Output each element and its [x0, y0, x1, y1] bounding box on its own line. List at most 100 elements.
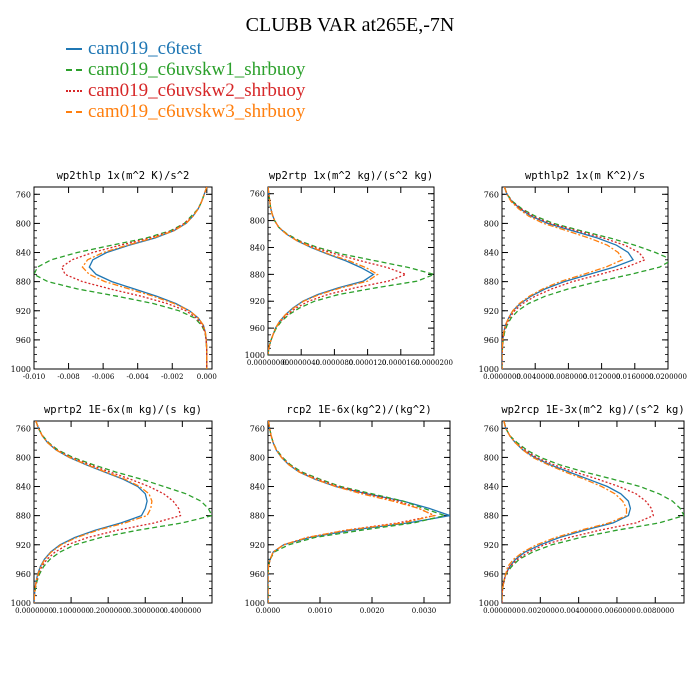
legend-item: cam019_c6uvskw1_shrbuoy	[66, 59, 305, 80]
legend-label: cam019_c6uvskw1_shrbuoy	[88, 58, 306, 80]
y-tick-label: 760	[16, 190, 31, 199]
series-line	[268, 421, 448, 603]
chart-panel: wp2rcp 1E-3x(m^2 kg)/(s^2 kg)760 800 840 88…	[479, 404, 685, 615]
panel-title: wp2rcp 1E-3x(m^2 kg)/(s^2 kg)	[501, 404, 684, 416]
series-line	[268, 187, 408, 355]
x-tick-label: 0.0200000	[649, 373, 687, 381]
y-tick-label: 960	[16, 570, 31, 579]
y-tick-label: 800	[16, 219, 31, 228]
x-tick-label: 0.0000000	[483, 607, 521, 615]
x-tick-label: 0.0000120	[349, 359, 387, 367]
x-tick-label: 0.0000160	[382, 359, 420, 367]
panel-title: rcp2 1E-6x(kg^2)/(kg^2)	[286, 404, 431, 416]
chart-panel: wp2thlp 1x(m^2 K)/s^2 760 800 840 880 920 960 1…	[11, 170, 217, 381]
plot-frame	[33, 420, 213, 604]
series-line	[34, 421, 148, 603]
x-tick-label: 0.000	[197, 373, 217, 381]
x-tick-label: 0.0080000	[549, 373, 587, 381]
x-tick-label: 0.0120000	[583, 373, 621, 381]
y-tick-label: 800	[250, 217, 265, 226]
series-line	[268, 421, 437, 603]
x-tick-label: 0.2000000	[89, 607, 127, 615]
legend-swatch	[66, 68, 82, 71]
y-tick-label: 840	[16, 483, 31, 492]
x-tick-label: 0.3000000	[126, 607, 164, 615]
y-tick-label: 840	[484, 483, 499, 492]
series-line	[268, 421, 437, 603]
panel-title: wpthlp2 1x(m K^2)/s	[525, 170, 645, 182]
y-tick-label: 960	[16, 336, 31, 345]
x-tick-label: 0.00000000	[247, 359, 289, 367]
y-tick-label: 920	[250, 297, 265, 306]
x-tick-label: -0.002	[161, 373, 183, 381]
y-tick-label: 920	[484, 541, 499, 550]
legend-swatch	[66, 89, 82, 92]
x-tick-label: -0.010	[23, 373, 45, 381]
x-tick-label: -0.004	[126, 373, 149, 381]
y-tick-label: 880	[16, 512, 31, 521]
x-tick-label: 0.0020000	[521, 607, 559, 615]
x-tick-label: -0.008	[57, 373, 79, 381]
y-tick-label: 800	[16, 453, 31, 462]
series-line	[268, 421, 450, 603]
legend-swatch	[66, 47, 82, 50]
panel-title: wp2thlp 1x(m^2 K)/s^2	[57, 170, 190, 182]
series-line	[502, 187, 624, 369]
legend-label: cam019_c6uvskw2_shrbuoy	[88, 79, 306, 101]
series-line	[268, 187, 375, 355]
chart-panel: rcp2 1E-6x(kg^2)/(kg^2) 760 800 840 880 920 96…	[245, 404, 451, 615]
panel-title: wp2rtp 1x(m^2 kg)/(s^2 kg)	[269, 170, 433, 182]
y-tick-label: 880	[250, 270, 265, 279]
y-tick-label: 1000	[245, 351, 265, 360]
y-tick-label: 920	[484, 307, 499, 316]
y-tick-label: 920	[16, 541, 31, 550]
legend-item: cam019_c6uvskw3_shrbuoy	[66, 101, 305, 122]
series-line	[502, 421, 655, 603]
y-tick-label: 760	[484, 424, 499, 433]
series-line	[502, 421, 628, 603]
chart-panel: wp2rtp 1x(m^2 kg)/(s^2 kg) 760 800 840 880 92…	[245, 170, 453, 367]
y-tick-label: 960	[484, 570, 499, 579]
series-line	[502, 421, 684, 603]
y-tick-label: 1000	[11, 599, 31, 608]
series-line	[34, 421, 212, 603]
x-tick-label: 0.0030	[412, 607, 437, 615]
y-tick-label: 1000	[479, 365, 499, 374]
y-tick-label: 880	[484, 278, 499, 287]
series-line	[268, 187, 434, 355]
y-tick-label: 960	[250, 570, 265, 579]
x-tick-label: 0.0160000	[616, 373, 654, 381]
panel-title: wprtp2 1E-6x(m kg)/(s kg)	[44, 404, 202, 416]
x-tick-label: 0.0000040	[282, 359, 320, 367]
x-tick-label: 0.0080000	[636, 607, 674, 615]
y-tick-label: 1000	[245, 599, 265, 608]
x-tick-label: 0.0010	[308, 607, 333, 615]
y-tick-label: 920	[16, 307, 31, 316]
y-tick-label: 760	[484, 190, 499, 199]
series-line	[60, 187, 208, 369]
y-tick-label: 840	[250, 483, 265, 492]
y-tick-label: 1000	[479, 599, 499, 608]
x-tick-label: -0.006	[92, 373, 115, 381]
x-tick-label: 0.1000000	[52, 607, 90, 615]
series-line	[502, 187, 646, 369]
series-line	[34, 421, 153, 603]
plot-frame	[501, 186, 669, 370]
series-line	[81, 187, 208, 369]
legend-label: cam019_c6uvskw3_shrbuoy	[88, 100, 306, 122]
figure-title: CLUBB VAR at265E,-7N	[245, 14, 455, 36]
y-tick-label: 800	[484, 453, 499, 462]
y-tick-label: 800	[484, 219, 499, 228]
y-tick-label: 880	[16, 278, 31, 287]
x-tick-label: 0.0020	[360, 607, 385, 615]
y-tick-label: 760	[250, 424, 265, 433]
series-line	[88, 187, 208, 369]
y-tick-label: 840	[250, 243, 265, 252]
y-tick-label: 960	[250, 324, 265, 333]
legend: cam019_c6test cam019_c6uvskw1_shrbuoy ca…	[66, 38, 305, 122]
y-tick-label: 880	[484, 512, 499, 521]
series-line	[502, 187, 668, 369]
x-tick-label: 0.0000000	[483, 373, 521, 381]
plot-frame	[33, 186, 213, 370]
